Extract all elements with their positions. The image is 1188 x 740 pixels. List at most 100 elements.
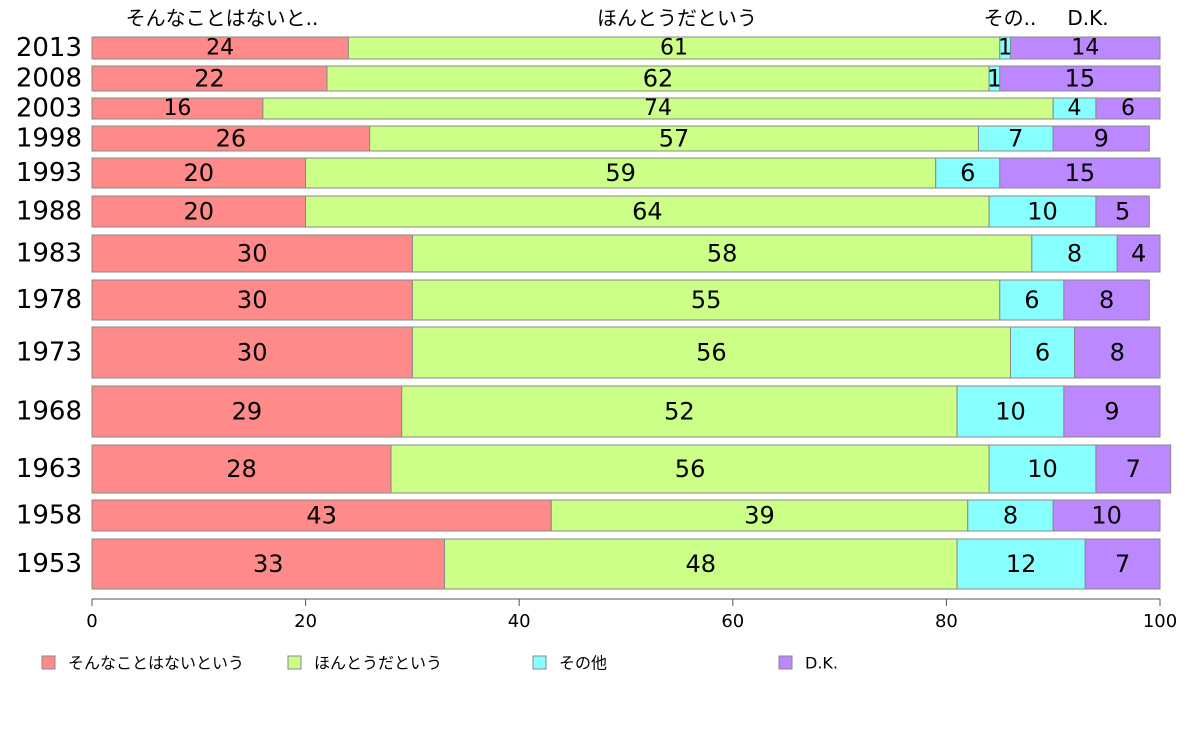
value-label: 15 <box>1065 65 1096 93</box>
bar-segment <box>1031 234 1118 273</box>
bar-segment <box>305 195 990 228</box>
bar-segment <box>91 444 392 494</box>
value-label: 28 <box>226 455 257 483</box>
value-label: 15 <box>1065 159 1096 187</box>
bar-segment <box>390 444 990 494</box>
bar-segment <box>1095 195 1150 228</box>
legend-swatch <box>778 655 793 670</box>
year-label: 1998 <box>16 124 82 154</box>
value-label: 62 <box>643 65 674 93</box>
bar-segment <box>369 125 979 152</box>
bar-segment <box>91 234 413 273</box>
value-label: 7 <box>1126 455 1141 483</box>
value-label: 59 <box>605 159 636 187</box>
bar-segment <box>967 499 1054 532</box>
value-label: 29 <box>232 398 263 426</box>
legend-swatch <box>41 655 56 670</box>
year-label: 1958 <box>16 501 82 531</box>
value-label: 1 <box>998 36 1012 61</box>
x-tick-label: 60 <box>721 611 744 632</box>
year-label: 1978 <box>16 285 82 315</box>
bar-segment <box>91 195 307 228</box>
year-label: 1988 <box>16 197 82 227</box>
value-label: 58 <box>707 240 738 268</box>
legend-label: そんなことはないという <box>68 654 244 673</box>
value-label: 6 <box>1024 286 1039 314</box>
bar-segment <box>1116 234 1161 273</box>
value-label: 6 <box>1121 96 1135 121</box>
value-label: 6 <box>960 159 975 187</box>
bar-segment <box>956 538 1086 590</box>
legend-swatch <box>532 655 547 670</box>
value-label: 10 <box>1027 198 1058 226</box>
value-label: 6 <box>1035 339 1050 367</box>
bar-segment <box>1052 125 1150 152</box>
top-label: D.K. <box>1067 6 1108 30</box>
bar-segment <box>1095 97 1161 120</box>
bar-segment <box>977 125 1054 152</box>
value-label: 61 <box>660 36 688 61</box>
x-tick-label: 0 <box>86 611 97 632</box>
top-label: ほんとうだという <box>597 6 757 30</box>
value-label: 16 <box>163 96 191 121</box>
value-label: 8 <box>1099 286 1114 314</box>
bar-segment <box>91 326 413 379</box>
bar-segment <box>1095 444 1172 494</box>
year-label: 1983 <box>16 239 82 269</box>
bar-segment <box>1009 326 1076 379</box>
value-label: 48 <box>685 550 716 578</box>
bar-segment <box>91 125 371 152</box>
value-label: 12 <box>1006 550 1037 578</box>
value-label: 22 <box>194 65 225 93</box>
bar-segment <box>91 65 328 92</box>
value-label: 5 <box>1115 198 1130 226</box>
year-label: 1963 <box>16 454 82 484</box>
value-label: 30 <box>237 240 268 268</box>
bar-segment <box>401 385 958 438</box>
year-label: 1973 <box>16 338 82 368</box>
value-label: 1 <box>987 65 1002 93</box>
bar-segment <box>305 157 937 189</box>
bar-segment <box>1052 499 1161 532</box>
bar-segment <box>1009 36 1161 60</box>
year-label: 2013 <box>16 33 82 63</box>
value-label: 10 <box>1027 455 1058 483</box>
x-tick-label: 80 <box>935 611 958 632</box>
value-label: 7 <box>1008 125 1023 153</box>
value-label: 74 <box>644 96 672 121</box>
value-label: 24 <box>206 36 234 61</box>
value-label: 52 <box>664 398 695 426</box>
bar-segment <box>91 538 445 590</box>
bar-segment <box>1063 279 1150 321</box>
value-label: 64 <box>632 198 663 226</box>
value-label: 20 <box>184 198 215 226</box>
year-label: 2008 <box>16 64 82 94</box>
value-label: 8 <box>1067 240 1082 268</box>
year-label: 1993 <box>16 158 82 188</box>
bar-segment <box>91 157 307 189</box>
bar-segment <box>999 279 1065 321</box>
top-label: そんなことはないと.. <box>126 6 319 30</box>
bar-segment <box>1063 385 1161 438</box>
bar-segment <box>1074 326 1161 379</box>
value-label: 57 <box>659 125 690 153</box>
year-label: 1953 <box>16 549 82 579</box>
value-label: 8 <box>1003 502 1018 530</box>
bar-segment <box>956 385 1065 438</box>
value-label: 30 <box>237 339 268 367</box>
value-label: 56 <box>696 339 727 367</box>
value-label: 14 <box>1071 36 1099 61</box>
value-label: 7 <box>1115 550 1130 578</box>
bar-segment <box>550 499 969 532</box>
bar-segment <box>411 279 1001 321</box>
legend-label: ほんとうだという <box>314 654 442 673</box>
legend-swatch <box>287 655 302 670</box>
bar-segment <box>999 65 1161 92</box>
top-label: その.. <box>984 6 1037 30</box>
year-label: 2003 <box>16 94 82 124</box>
value-label: 8 <box>1110 339 1125 367</box>
bar-segment <box>411 326 1011 379</box>
value-label: 43 <box>306 502 337 530</box>
